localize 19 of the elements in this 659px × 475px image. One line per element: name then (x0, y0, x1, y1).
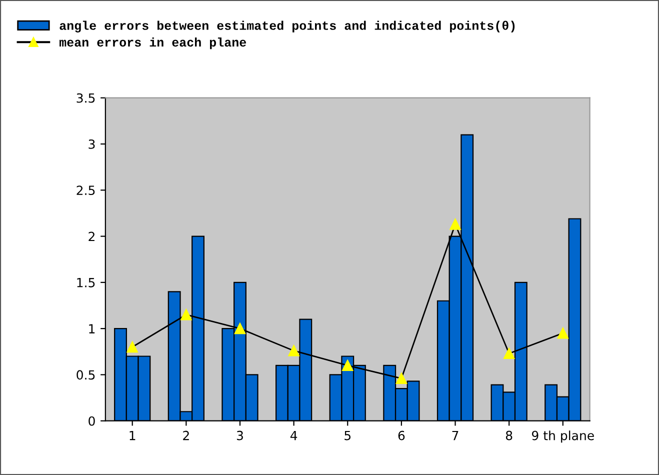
y-tick-label: 0 (88, 416, 95, 426)
y-tick-label: 1.5 (77, 278, 95, 288)
x-tick-label: 2 (183, 430, 189, 440)
legend-label: mean errors in each plane (60, 37, 246, 50)
x-tick-label: 3 (236, 430, 243, 440)
x-tick-label: 8 (506, 430, 512, 440)
x-tick-label: 4 (290, 430, 298, 440)
x-tick-label: 1 (130, 430, 136, 440)
x-tick-label: 9 th plane (532, 430, 594, 443)
x-tick-label: 7 (452, 430, 458, 440)
legend-label: angle errors between estimated points and indicated points(θ) (60, 20, 515, 32)
y-tick-label: 3.5 (76, 93, 95, 103)
y-tick-label: 2 (88, 232, 94, 242)
y-tick-label: 1 (89, 324, 95, 334)
y-tick-label: 0.5 (76, 370, 95, 380)
x-tick-label: 5 (344, 430, 351, 440)
y-tick-label: 2.5 (76, 186, 95, 196)
y-tick-label: 3 (88, 139, 95, 149)
x-tick-label: 6 (398, 430, 405, 440)
